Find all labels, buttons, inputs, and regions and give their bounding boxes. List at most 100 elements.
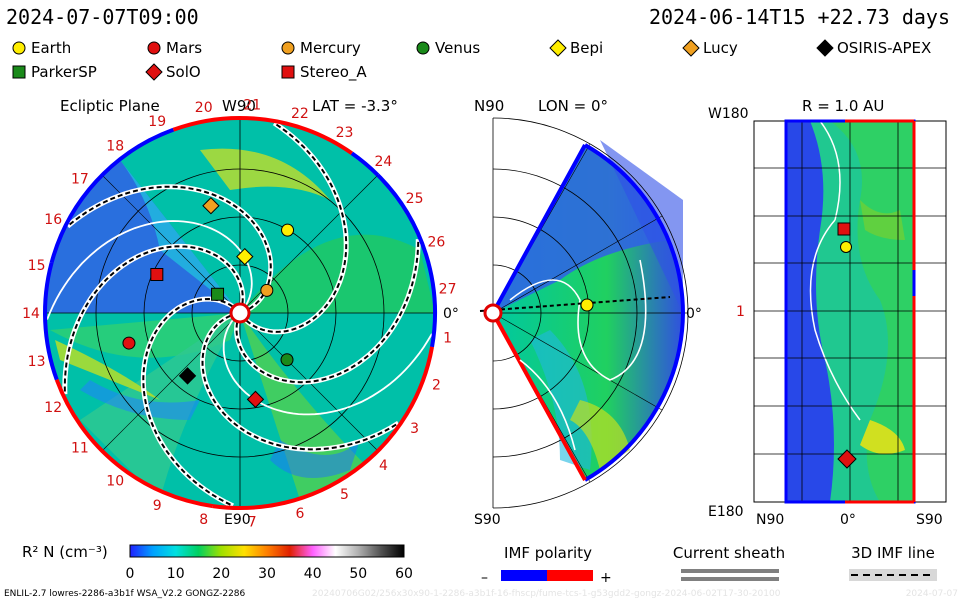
- colorbar-tick: 0: [126, 566, 135, 582]
- legend-marker-solo: [145, 63, 163, 81]
- legend: Earth Mars Mercury Venus Bepi Lucy OSIRIS-APEX…: [12, 39, 931, 82]
- legend-label-solo: SolO: [166, 63, 201, 81]
- body-stereo_a: [150, 267, 164, 281]
- carrington-tick: 25: [406, 191, 424, 207]
- body-osiris-apex: [178, 367, 197, 385]
- polarity-arc: [43, 262, 59, 381]
- latlon-left-tick: 1: [736, 304, 745, 320]
- colorbar-tick: 40: [304, 566, 322, 582]
- polarity-arc: [172, 116, 353, 155]
- colorbar-tick: 20: [212, 566, 230, 582]
- legend-label-parkersp: ParkerSP: [31, 63, 97, 81]
- latlon-xtick-0: 0°: [840, 512, 856, 528]
- ecliptic-bottom-label: E90: [224, 512, 251, 528]
- imf-polarity-pos-swatch: [547, 570, 593, 581]
- imf-spiral-line: [235, 239, 420, 384]
- legend-label-venus: Venus: [435, 39, 480, 57]
- ecliptic-top-label: W90: [222, 97, 256, 115]
- meridional-lon-label: LON = 0°: [538, 97, 608, 115]
- polarity-arc: [350, 151, 380, 177]
- body-earth: [281, 223, 295, 237]
- carrington-tick: 23: [336, 125, 354, 141]
- legend-marker-earth: [12, 41, 26, 55]
- carrington-tick: 4: [379, 458, 388, 474]
- meridional-top-label: N90: [474, 97, 504, 115]
- imf-line-title: 3D IMF line: [851, 544, 935, 562]
- footer-left: ENLIL-2.7 lowres-2286-a3b1f WSA_V2.2 GON…: [4, 589, 246, 599]
- ecliptic-imf-spirals: [46, 121, 433, 509]
- carrington-tick: 14: [22, 306, 40, 322]
- current-sheath-line: [222, 319, 433, 416]
- ecliptic-bodies: [122, 197, 295, 409]
- imf-polarity-neg-swatch: [501, 570, 547, 581]
- meridional-bottom-label: S90: [474, 512, 501, 528]
- body-mercury: [260, 283, 274, 297]
- body-parkersp: [211, 287, 225, 301]
- legend-label-stereo_a: Stereo_A: [300, 63, 367, 82]
- carrington-tick: 11: [71, 440, 89, 456]
- carrington-tick: 27: [439, 282, 457, 298]
- carrington-ticks: 20 21222324252627123456789101112131415161…: [22, 97, 456, 530]
- carrington-tick: 6: [295, 506, 304, 522]
- latlon-bottom-left: E180: [708, 504, 744, 520]
- legend-label-lucy: Lucy: [703, 39, 738, 57]
- current-sheath-swatch: [681, 569, 779, 581]
- legend-marker-lucy: [682, 39, 700, 57]
- carrington-tick: 10: [106, 474, 124, 490]
- header-right-time: 2024-06-14T15 +22.73 days: [649, 5, 950, 29]
- legend-label-earth: Earth: [31, 39, 71, 57]
- body-lucy: [202, 197, 220, 215]
- legend-label-osiris-apex: OSIRIS-APEX: [837, 39, 931, 57]
- colorbar-tick: 60: [395, 566, 413, 582]
- imf-polarity-title: IMF polarity: [504, 544, 592, 562]
- imf-line-swatch: [849, 569, 937, 581]
- footer-mid: 20240706G02/256x30x90-1-2286-a3b1f-16-fh…: [312, 589, 781, 599]
- legend-marker-mars: [147, 41, 161, 55]
- carrington-tick: 19: [148, 114, 166, 130]
- legend-label-mercury: Mercury: [300, 39, 361, 57]
- carrington-tick: 12: [44, 400, 62, 416]
- latlon-xtick-n90: N90: [756, 512, 784, 528]
- imf-spiral-line: [142, 297, 234, 507]
- carrington-tick: 3: [410, 421, 419, 437]
- body-bepi: [236, 247, 254, 266]
- body-venus: [280, 353, 294, 367]
- colorbar-tick: 10: [167, 566, 185, 582]
- ecliptic-polarity-rim: [43, 116, 437, 510]
- colorbar-tick: 50: [349, 566, 367, 582]
- legend-marker-stereo_a: [281, 65, 295, 79]
- colorbar-label: R² N (cm⁻³): [22, 543, 108, 561]
- imf-spiral-line: [201, 314, 399, 451]
- colorbar-ticks: 0 10 20 30 40 50 60: [126, 566, 413, 582]
- carrington-tick: 16: [44, 212, 62, 228]
- current-sheath-title: Current sheath: [673, 544, 785, 562]
- legend-label-mars: Mars: [166, 39, 202, 57]
- imf-spiral-line: [245, 122, 348, 333]
- polarity-arc: [212, 346, 435, 510]
- latlon-map: [753, 119, 947, 504]
- current-sheath-line: [46, 220, 253, 320]
- carrington-tick: 20: [195, 100, 213, 116]
- ecliptic-right-label: 0°: [443, 306, 459, 322]
- imf-spiral-line: [63, 245, 244, 395]
- legend-marker-venus: [416, 41, 430, 55]
- legend-marker-parkersp: [12, 65, 26, 79]
- carrington-tick: 22: [291, 106, 309, 122]
- carrington-tick: 17: [71, 172, 89, 188]
- carrington-tick: 2: [432, 378, 441, 394]
- legend-marker-osiris-apex: [816, 39, 834, 57]
- ecliptic-lat-label: LAT = -3.3°: [312, 97, 398, 115]
- ecliptic-title: Ecliptic Plane: [60, 97, 160, 115]
- meridional-right-label: 0°: [686, 306, 702, 322]
- latlon-top-left: W180: [708, 106, 749, 122]
- latlon-xtick-s90: S90: [916, 512, 943, 528]
- carrington-tick: 8: [199, 512, 208, 528]
- carrington-tick: 9: [153, 498, 162, 514]
- carrington-tick: 26: [427, 235, 445, 251]
- colorbar-tick: 30: [258, 566, 276, 582]
- carrington-tick: 15: [28, 258, 46, 274]
- polarity-arc: [376, 173, 437, 348]
- latlon-title: R = 1.0 AU: [802, 97, 884, 115]
- polarity-arc: [49, 127, 174, 264]
